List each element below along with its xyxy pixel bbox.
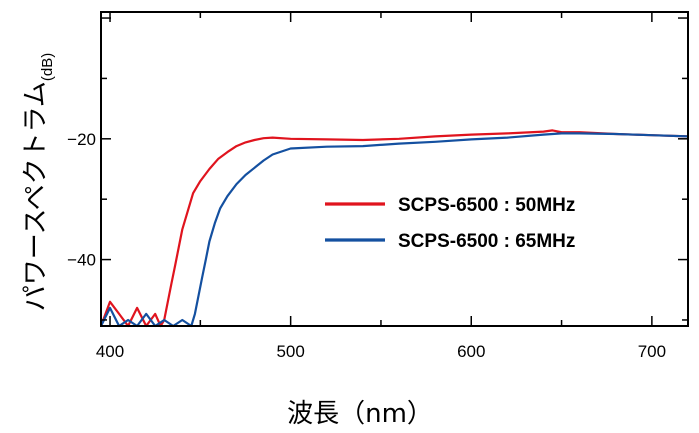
y-axis-title-text: パワースペクトラム [21, 81, 51, 311]
y-axis-title: パワースペクトラム(dB) [21, 53, 56, 311]
legend-label-1: SCPS-6500 : 50MHz [398, 195, 575, 216]
x-tick-label: 700 [638, 342, 666, 361]
x-axis-title: 波長（nm） [287, 399, 433, 429]
tick-layer: 400 500 600 700 −20 −40 [67, 12, 688, 361]
series-line-1 [99, 129, 689, 328]
plot-frame [100, 11, 689, 327]
x-tick-label: 400 [96, 342, 124, 361]
x-tick-label: 500 [276, 342, 304, 361]
y-tick-label: −20 [67, 130, 96, 149]
svg-text:パワースペクトラム(dB): パワースペクトラム(dB) [21, 53, 56, 311]
y-axis-unit: (dB) [39, 53, 56, 81]
y-tick-label: −40 [67, 251, 96, 270]
series-layer [99, 129, 689, 328]
x-tick-label: 600 [457, 342, 485, 361]
series-line-2 [100, 132, 689, 328]
legend: SCPS-6500 : 50MHz SCPS-6500 : 65MHz [325, 195, 575, 252]
legend-label-2: SCPS-6500 : 65MHz [398, 231, 575, 252]
